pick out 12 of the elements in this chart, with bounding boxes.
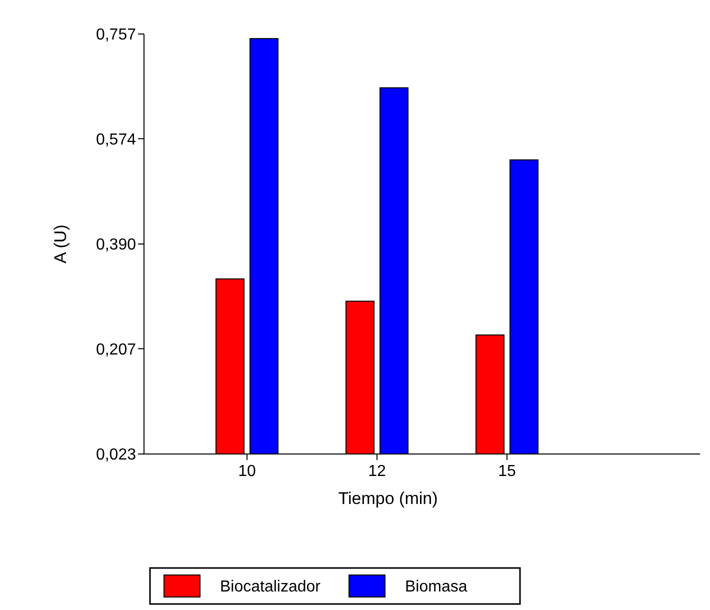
x-tick-label: 15 [498, 463, 516, 480]
legend-label: Biomasa [405, 578, 468, 596]
x-tick-label: 10 [238, 463, 256, 480]
y-tick-label: 0,390 [96, 236, 136, 254]
y-tick-label: 0,207 [96, 341, 136, 358]
x-tick-label: 12 [368, 463, 386, 480]
y-axis-title: A (U) [51, 224, 70, 264]
y-tick-label: 0,023 [96, 446, 136, 464]
y-tick-label: 0,574 [96, 131, 136, 148]
x-axis-title: Tiempo (min) [338, 489, 438, 508]
y-tick-label: 0,757 [96, 26, 136, 44]
legend-label: Biocatalizador [220, 578, 322, 596]
